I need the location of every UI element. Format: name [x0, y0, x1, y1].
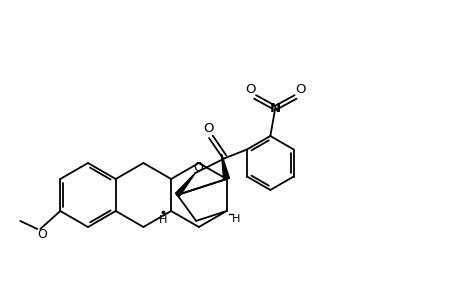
- Text: H: H: [231, 214, 239, 224]
- Text: O: O: [294, 82, 305, 95]
- Text: O: O: [193, 160, 203, 173]
- Text: O: O: [37, 229, 47, 242]
- Polygon shape: [221, 154, 229, 180]
- Text: O: O: [245, 82, 255, 95]
- Text: N: N: [269, 101, 280, 115]
- Text: O: O: [202, 122, 213, 134]
- Text: H: H: [159, 215, 167, 225]
- Polygon shape: [175, 173, 195, 196]
